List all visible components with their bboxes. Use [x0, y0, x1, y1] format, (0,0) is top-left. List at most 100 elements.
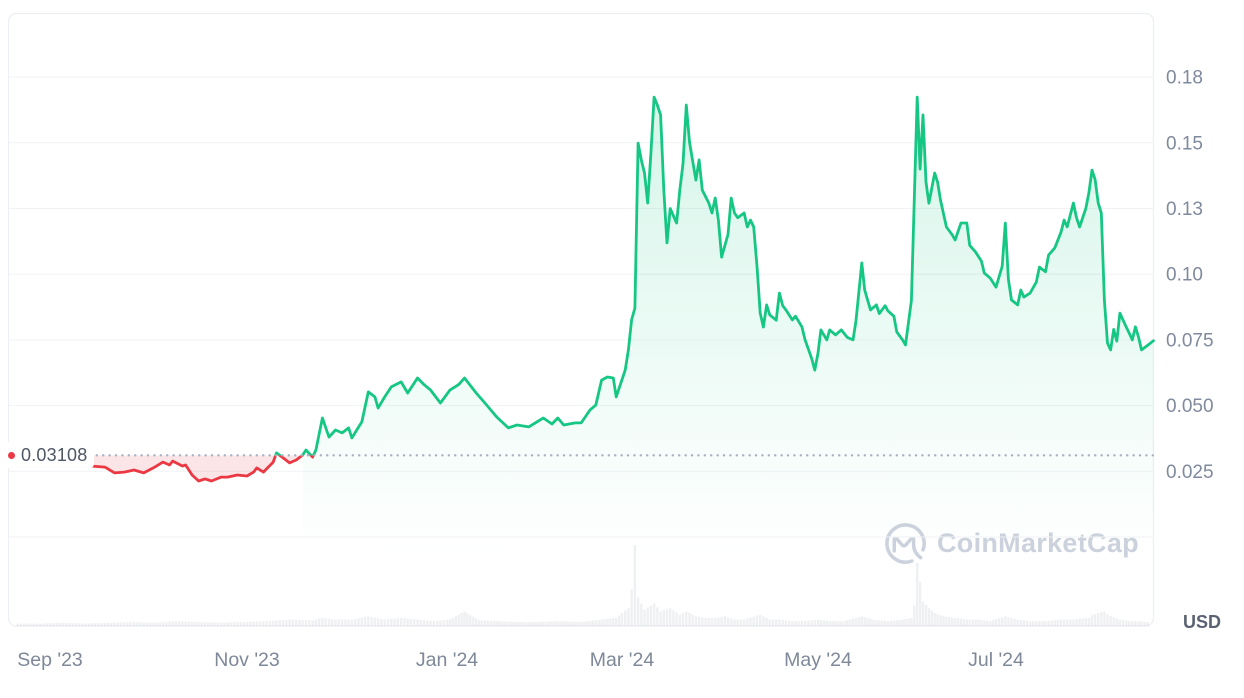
volume-bar	[901, 619, 904, 626]
volume-bar	[803, 621, 807, 626]
volume-bar	[184, 621, 187, 626]
volume-bar	[178, 621, 181, 626]
reference-price-value: 0.03108	[21, 444, 88, 465]
volume-bar	[1093, 613, 1097, 627]
volume-bar	[1121, 620, 1125, 626]
volume-bar	[933, 613, 936, 626]
volume-bar	[268, 620, 272, 626]
volume-bar	[518, 622, 522, 627]
volume-bar	[486, 620, 489, 626]
volume-bar	[775, 619, 778, 626]
volume-bar	[64, 622, 68, 626]
volume-bar	[831, 621, 834, 626]
volume-bar	[924, 604, 928, 626]
volume-bar	[556, 621, 559, 626]
volume-bar	[889, 620, 893, 626]
volume-bar	[746, 618, 749, 626]
volume-bar	[656, 607, 659, 626]
volume-bar	[1112, 617, 1115, 626]
volume-bar	[936, 614, 939, 626]
volume-bar	[1115, 618, 1118, 626]
volume-bar	[504, 621, 507, 626]
volume-bar	[612, 618, 615, 626]
volume-bar	[501, 621, 504, 626]
x-tick-label: Jan '24	[416, 649, 478, 671]
volume-bar	[132, 622, 136, 626]
volume-bar	[1028, 621, 1032, 626]
volume-bar	[429, 620, 432, 626]
volume-bar	[16, 623, 19, 626]
volume-bar	[791, 621, 794, 626]
volume-bar	[1075, 619, 1078, 626]
volume-bar	[559, 621, 562, 626]
y-tick-label: 0.18	[1166, 68, 1203, 89]
volume-bar	[1081, 618, 1084, 626]
volume-bar	[298, 619, 301, 626]
volume-bar	[781, 619, 784, 626]
volume-bar	[507, 621, 510, 626]
volume-bar	[161, 622, 165, 626]
volume-bar	[1010, 617, 1013, 626]
volume-bar	[19, 623, 23, 626]
y-tick-label: 0.050	[1166, 396, 1214, 417]
volume-bar	[694, 616, 698, 626]
volume-bar	[1134, 621, 1137, 626]
volume-bar	[1128, 621, 1131, 626]
volume-bar	[633, 545, 637, 626]
volume-bar	[77, 623, 81, 626]
volume-bar	[784, 620, 788, 626]
volume-bar	[442, 620, 445, 626]
volume-bar	[1106, 613, 1109, 627]
volume-bar	[197, 622, 200, 627]
volume-bar	[672, 610, 675, 626]
volume-bar	[1118, 619, 1122, 626]
volume-bar	[337, 619, 340, 626]
volume-bar	[489, 620, 492, 626]
volume-bar	[997, 618, 1001, 626]
volume-bar	[380, 618, 383, 626]
volume-bar	[591, 620, 594, 626]
volume-bar	[448, 619, 452, 626]
volume-bar	[945, 616, 948, 626]
volume-bar	[609, 618, 612, 626]
volume-bar	[568, 621, 571, 626]
volume-bar	[373, 617, 377, 626]
volume-bar	[854, 617, 858, 626]
volume-bar	[959, 618, 963, 626]
volume-bar	[35, 623, 39, 626]
volume-bar	[454, 616, 457, 626]
volume-bar	[129, 622, 132, 627]
volume-bar	[956, 618, 960, 626]
volume-bar	[974, 619, 977, 626]
volume-bar	[110, 622, 113, 626]
volume-bar	[252, 621, 255, 626]
volume-bar	[158, 622, 161, 626]
volume-bar	[145, 622, 149, 626]
volume-bar	[236, 622, 239, 626]
volume-bar	[1059, 619, 1063, 626]
volume-bar	[930, 610, 933, 626]
volume-bar	[918, 582, 922, 626]
volume-bar	[662, 610, 665, 626]
volume-bar	[787, 620, 791, 626]
volume-bar	[825, 620, 828, 626]
volume-bar	[265, 621, 268, 626]
volume-bar	[545, 621, 548, 626]
volume-bar	[759, 614, 762, 626]
volume-bar	[1038, 621, 1041, 626]
volume-bar	[1087, 617, 1091, 626]
volume-bar	[866, 617, 869, 626]
volume-bar	[681, 613, 685, 626]
volume-bar	[1069, 619, 1072, 626]
volume-bar	[1137, 621, 1140, 626]
volume-bar	[119, 622, 123, 626]
volume-bar	[980, 619, 983, 626]
volume-bar	[675, 612, 678, 626]
volume-bar	[872, 619, 875, 626]
volume-bar	[139, 622, 142, 626]
volume-bars	[16, 545, 1149, 627]
reference-price-label: 0.03108	[4, 442, 95, 468]
volume-bar	[272, 620, 275, 626]
volume-bar	[354, 618, 357, 626]
